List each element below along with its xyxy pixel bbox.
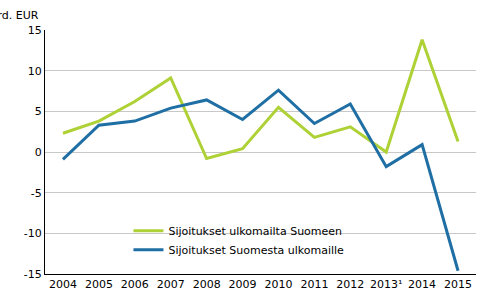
- svg-text:2008: 2008: [193, 278, 221, 291]
- svg-text:2004: 2004: [49, 278, 77, 291]
- svg-text:5: 5: [35, 105, 42, 118]
- svg-text:2015: 2015: [444, 278, 472, 291]
- svg-text:Sijoitukset Suomesta ulkomaill: Sijoitukset Suomesta ulkomaille: [168, 244, 344, 257]
- svg-text:2005: 2005: [85, 278, 113, 291]
- svg-text:2009: 2009: [229, 278, 257, 291]
- svg-text:2014: 2014: [408, 278, 436, 291]
- svg-text:2011: 2011: [300, 278, 328, 291]
- svg-text:Sijoitukset ulkomailta Suomeen: Sijoitukset ulkomailta Suomeen: [168, 225, 342, 238]
- svg-text:0: 0: [35, 146, 42, 159]
- svg-text:2006: 2006: [121, 278, 149, 291]
- svg-text:2013¹: 2013¹: [370, 278, 402, 291]
- svg-text:Mrd. EUR: Mrd. EUR: [0, 9, 39, 22]
- svg-text:2010: 2010: [264, 278, 292, 291]
- svg-text:-15: -15: [24, 268, 42, 281]
- svg-text:-5: -5: [31, 187, 42, 200]
- svg-text:-10: -10: [24, 227, 42, 240]
- svg-text:10: 10: [28, 65, 42, 78]
- svg-text:2007: 2007: [157, 278, 185, 291]
- svg-text:2012: 2012: [336, 278, 364, 291]
- svg-text:15: 15: [28, 24, 42, 37]
